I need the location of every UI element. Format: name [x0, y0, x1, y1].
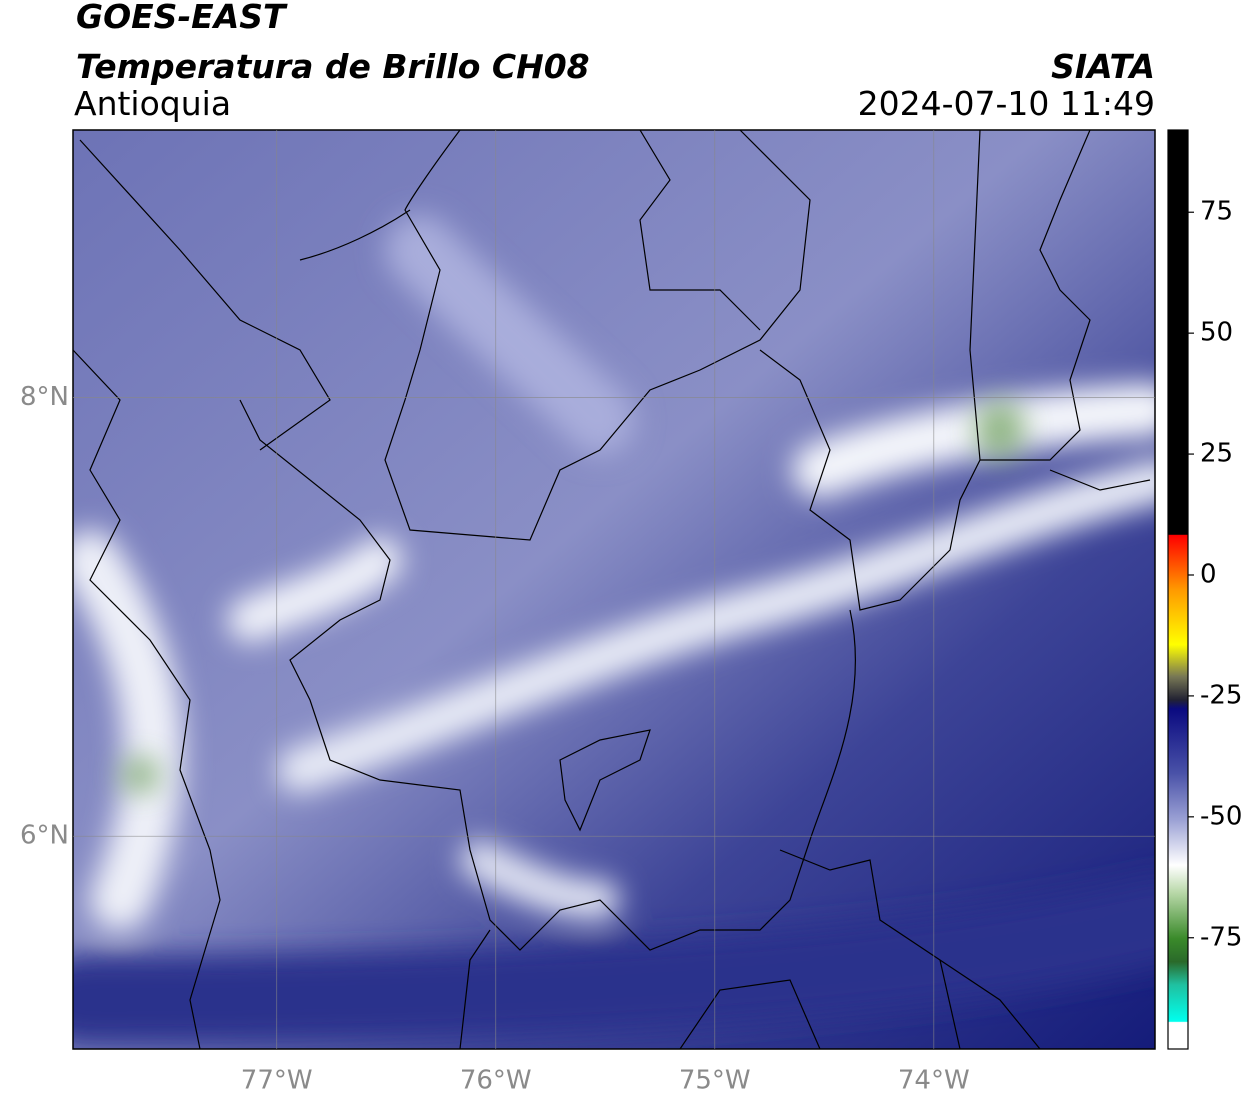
colorbar-tick-label: -50 — [1200, 801, 1242, 831]
colorbar-tick-label: -25 — [1200, 680, 1242, 710]
colorbar-tick-label: -75 — [1200, 922, 1242, 952]
map-image — [73, 130, 1155, 1049]
title: GOES-EAST — [76, 0, 288, 36]
region: Antioquia — [74, 84, 231, 123]
x-tick-label: 74°W — [898, 1066, 970, 1096]
datetime: 2024-07-10 11:49 — [858, 84, 1155, 123]
source: SIATA — [1051, 47, 1155, 86]
x-tick-label: 75°W — [679, 1066, 751, 1096]
x-tick-label: 76°W — [460, 1066, 532, 1096]
colorbar-tick-label: 25 — [1200, 439, 1233, 469]
colorbar-tick-label: 0 — [1200, 559, 1217, 589]
colorbar-tick-label: 75 — [1200, 197, 1233, 227]
x-tick-label: 77°W — [241, 1066, 313, 1096]
map-frame — [72, 129, 1156, 1050]
y-tick-label: 8°N — [20, 382, 69, 412]
colorbar — [1167, 129, 1189, 1050]
y-tick-label: 6°N — [20, 821, 69, 851]
subtitle: Temperatura de Brillo CH08 — [76, 47, 590, 86]
colorbar-tick-label: 50 — [1200, 318, 1233, 348]
